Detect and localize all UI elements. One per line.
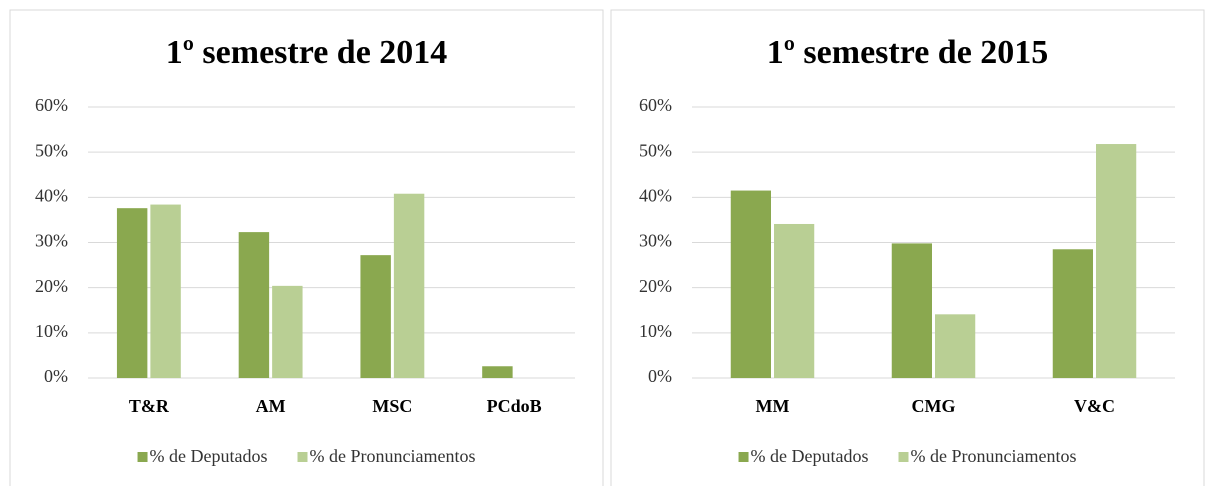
legend-label: % de Pronunciamentos	[911, 446, 1077, 466]
y-tick-label: 40%	[639, 185, 672, 205]
x-tick-label: CMG	[912, 396, 956, 416]
bar	[1096, 144, 1137, 378]
y-tick-label: 60%	[639, 95, 672, 115]
bar	[150, 204, 181, 378]
legend-swatch	[297, 452, 308, 462]
x-tick-label: AM	[256, 396, 286, 416]
legend-swatch	[898, 452, 909, 462]
y-tick-label: 30%	[639, 231, 672, 251]
bar	[730, 190, 771, 378]
bar	[360, 255, 391, 378]
legend-swatch	[137, 452, 148, 462]
chart-title: 1º semestre de 2014	[166, 34, 448, 71]
x-tick-label: PCdoB	[487, 396, 542, 416]
y-tick-label: 30%	[35, 231, 68, 251]
y-tick-label: 60%	[35, 95, 68, 115]
bar	[116, 208, 148, 378]
y-tick-label: 40%	[35, 185, 68, 205]
bar	[774, 223, 815, 378]
y-tick-label: 50%	[35, 140, 68, 160]
y-tick-label: 10%	[639, 321, 672, 341]
bar	[1052, 249, 1093, 378]
x-tick-label: V&C	[1074, 396, 1115, 416]
x-tick-label: T&R	[129, 396, 170, 416]
legend-label: % de Pronunciamentos	[310, 446, 476, 466]
legend-label: % de Deputados	[751, 446, 869, 466]
chart-title: 1º semestre de 2015	[767, 34, 1049, 71]
chart-frame	[9, 9, 604, 486]
y-tick-label: 10%	[35, 321, 68, 341]
y-tick-label: 50%	[639, 140, 672, 160]
bar	[272, 285, 303, 378]
x-tick-label: MSC	[372, 396, 412, 416]
y-tick-label: 0%	[648, 366, 672, 386]
y-tick-label: 0%	[44, 366, 68, 386]
legend-label: % de Deputados	[150, 446, 268, 466]
bar	[238, 232, 270, 378]
legend-swatch	[738, 452, 749, 462]
bar	[935, 314, 976, 378]
bar	[393, 193, 425, 378]
bar	[891, 243, 932, 378]
y-tick-label: 20%	[35, 276, 68, 296]
bar	[482, 366, 513, 378]
y-tick-label: 20%	[639, 276, 672, 296]
x-tick-label: MM	[756, 396, 790, 416]
